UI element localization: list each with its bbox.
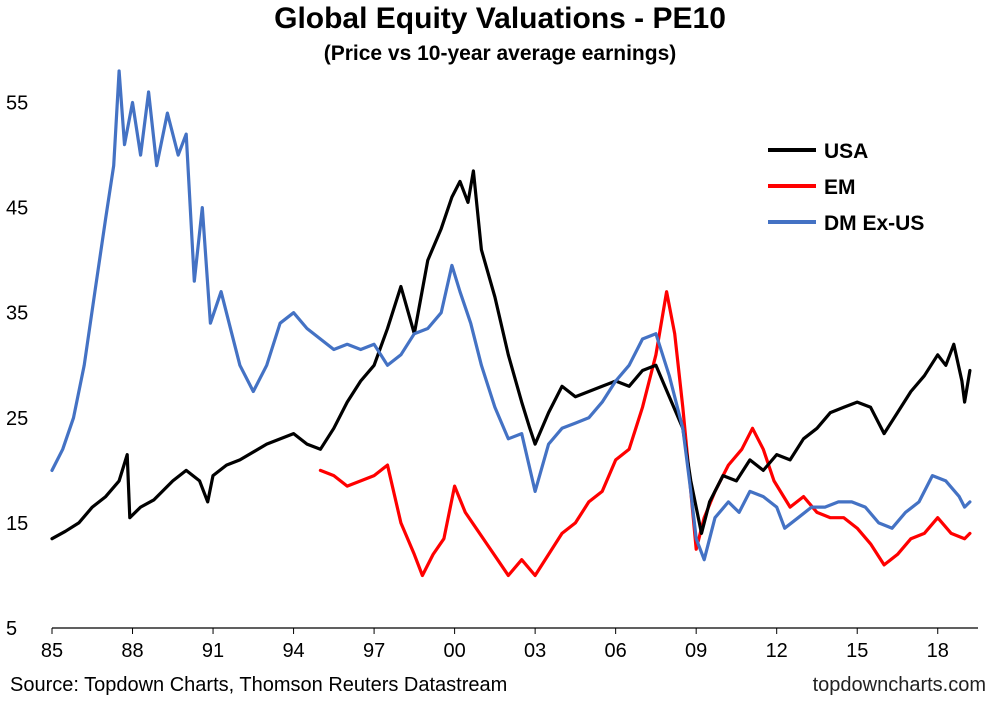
y-tick-label: 25 [6,408,28,430]
x-tick-label: 06 [605,640,627,662]
legend: USA EM DM Ex-US [768,140,924,235]
x-tick-label: 15 [846,640,868,662]
x-tick-label: 91 [202,640,224,662]
x-tick-label: 00 [443,640,465,662]
y-tick-label: 45 [6,198,28,220]
y-tick-label: 5 [6,618,17,640]
legend-label: DM Ex-US [824,212,924,235]
series-line-em [318,290,972,578]
legend-label: EM [824,176,856,199]
x-tick-label: 09 [685,640,707,662]
chart-subtitle: (Price vs 10-year average earnings) [323,42,677,65]
series-lines [50,69,972,578]
y-tick-label: 55 [6,93,28,115]
x-tick-label: 03 [524,640,546,662]
legend-label: USA [824,140,868,163]
source-note: Source: Topdown Charts, Thomson Reuters … [10,674,508,696]
x-tick-label: 94 [282,640,304,662]
brand-link[interactable]: topdowncharts.com [812,674,986,696]
x-tick-label: 12 [766,640,788,662]
axes: 5 15 25 35 45 55 85 88 91 94 97 00 03 06 09 12 15 18 [6,93,978,662]
x-tick-label: 88 [121,640,143,662]
y-tick-label: 15 [6,513,28,535]
y-tick-label: 35 [6,303,28,325]
x-tick-label: 85 [41,640,63,662]
x-tick-label: 97 [363,640,385,662]
series-line-usa [50,169,972,541]
chart-title: Global Equity Valuations - PE10 [274,2,726,35]
x-tick-label: 18 [927,640,949,662]
series-line-dm-ex-us [50,69,972,562]
